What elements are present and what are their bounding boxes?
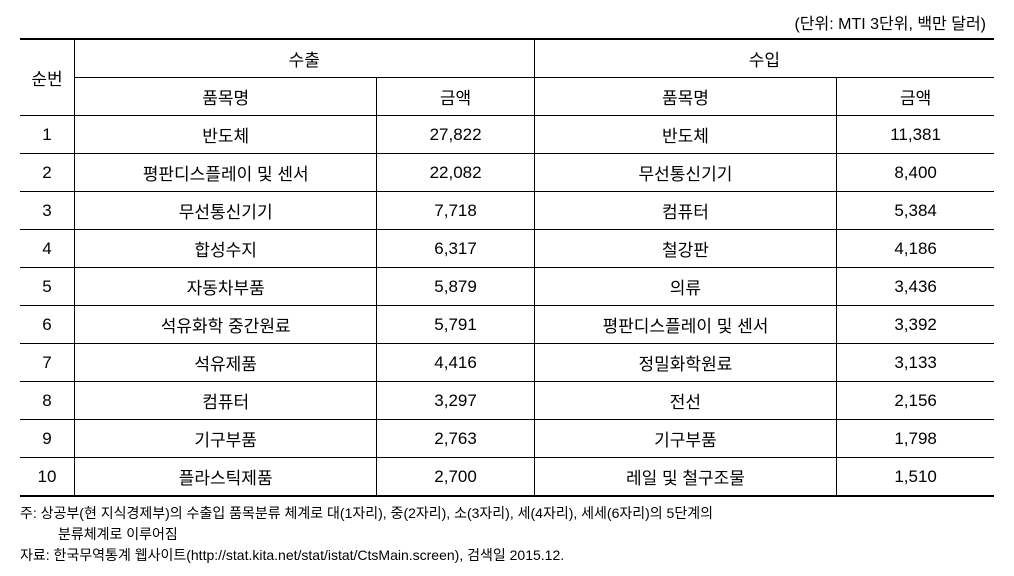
cell-import-item: 정밀화학원료: [534, 344, 836, 382]
cell-import-item: 철강판: [534, 230, 836, 268]
cell-import-item: 전선: [534, 382, 836, 420]
table-row: 6석유화학 중간원료5,791평판디스플레이 및 센서3,392: [20, 306, 994, 344]
cell-export-item: 자동차부품: [74, 268, 376, 306]
cell-export-amount: 22,082: [377, 154, 534, 192]
unit-label: (단위: MTI 3단위, 백만 달러): [20, 10, 994, 34]
cell-rank: 3: [20, 192, 74, 230]
table-row: 10플라스틱제품2,700레일 및 철구조물1,510: [20, 458, 994, 497]
cell-import-amount: 1,798: [837, 420, 994, 458]
cell-rank: 2: [20, 154, 74, 192]
cell-export-item: 컴퓨터: [74, 382, 376, 420]
table-row: 2평판디스플레이 및 센서22,082무선통신기기8,400: [20, 154, 994, 192]
cell-rank: 6: [20, 306, 74, 344]
footnotes: 주: 상공부(현 지식경제부)의 수출입 품목분류 체계로 대(1자리), 중(…: [20, 503, 994, 566]
header-rank: 순번: [20, 39, 74, 116]
cell-export-amount: 2,763: [377, 420, 534, 458]
table-row: 3무선통신기기7,718컴퓨터5,384: [20, 192, 994, 230]
cell-export-amount: 27,822: [377, 116, 534, 154]
cell-export-amount: 7,718: [377, 192, 534, 230]
table-row: 4합성수지6,317철강판4,186: [20, 230, 994, 268]
cell-export-item: 기구부품: [74, 420, 376, 458]
header-export-item: 품목명: [74, 78, 376, 116]
cell-import-item: 기구부품: [534, 420, 836, 458]
table-body: 1반도체27,822반도체11,3812평판디스플레이 및 센서22,082무선…: [20, 116, 994, 497]
cell-rank: 9: [20, 420, 74, 458]
table-row: 1반도체27,822반도체11,381: [20, 116, 994, 154]
cell-import-item: 무선통신기기: [534, 154, 836, 192]
cell-export-item: 합성수지: [74, 230, 376, 268]
cell-import-amount: 8,400: [837, 154, 994, 192]
table-row: 8컴퓨터3,297전선2,156: [20, 382, 994, 420]
header-import-amount: 금액: [837, 78, 994, 116]
header-import-group: 수입: [534, 39, 994, 78]
cell-export-amount: 5,791: [377, 306, 534, 344]
cell-rank: 5: [20, 268, 74, 306]
cell-import-amount: 5,384: [837, 192, 994, 230]
cell-export-amount: 3,297: [377, 382, 534, 420]
cell-export-item: 반도체: [74, 116, 376, 154]
table-row: 9기구부품2,763기구부품1,798: [20, 420, 994, 458]
cell-export-item: 석유화학 중간원료: [74, 306, 376, 344]
header-import-item: 품목명: [534, 78, 836, 116]
cell-export-item: 무선통신기기: [74, 192, 376, 230]
cell-rank: 10: [20, 458, 74, 497]
cell-export-item: 평판디스플레이 및 센서: [74, 154, 376, 192]
cell-import-amount: 2,156: [837, 382, 994, 420]
cell-import-item: 레일 및 철구조물: [534, 458, 836, 497]
cell-rank: 1: [20, 116, 74, 154]
trade-table: 순번 수출 수입 품목명 금액 품목명 금액 1반도체27,822반도체11,3…: [20, 38, 994, 497]
cell-export-item: 석유제품: [74, 344, 376, 382]
cell-export-amount: 4,416: [377, 344, 534, 382]
header-export-amount: 금액: [377, 78, 534, 116]
footnote-note-line2: 분류체계로 이루어짐: [20, 524, 994, 545]
cell-rank: 4: [20, 230, 74, 268]
footnote-source: 자료: 한국무역통계 웹사이트(http://stat.kita.net/sta…: [20, 545, 994, 566]
cell-import-item: 반도체: [534, 116, 836, 154]
cell-export-amount: 5,879: [377, 268, 534, 306]
cell-rank: 8: [20, 382, 74, 420]
cell-import-amount: 3,133: [837, 344, 994, 382]
cell-export-amount: 6,317: [377, 230, 534, 268]
cell-import-item: 평판디스플레이 및 센서: [534, 306, 836, 344]
cell-import-amount: 3,436: [837, 268, 994, 306]
footnote-note-line1: 주: 상공부(현 지식경제부)의 수출입 품목분류 체계로 대(1자리), 중(…: [20, 503, 994, 524]
cell-import-item: 컴퓨터: [534, 192, 836, 230]
cell-import-item: 의류: [534, 268, 836, 306]
cell-import-amount: 3,392: [837, 306, 994, 344]
header-export-group: 수출: [74, 39, 534, 78]
table-row: 5자동차부품5,879의류3,436: [20, 268, 994, 306]
cell-import-amount: 1,510: [837, 458, 994, 497]
cell-export-item: 플라스틱제품: [74, 458, 376, 497]
cell-import-amount: 4,186: [837, 230, 994, 268]
table-row: 7석유제품4,416정밀화학원료3,133: [20, 344, 994, 382]
cell-rank: 7: [20, 344, 74, 382]
cell-export-amount: 2,700: [377, 458, 534, 497]
cell-import-amount: 11,381: [837, 116, 994, 154]
